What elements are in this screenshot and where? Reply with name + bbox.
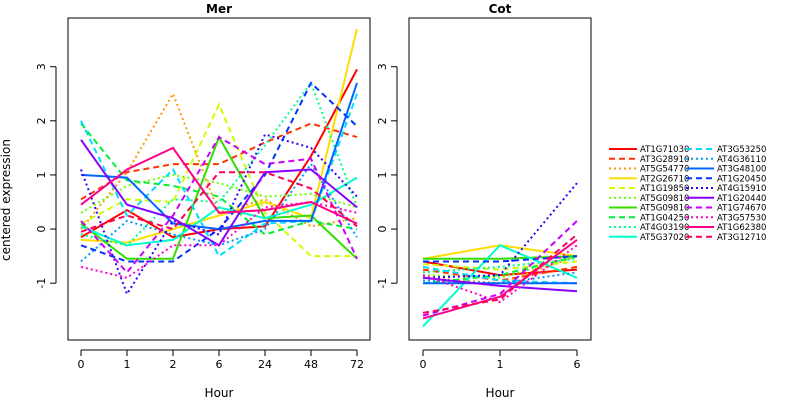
y-tick-label: 1 bbox=[376, 171, 389, 178]
series-line-at3g28910 bbox=[80, 122, 358, 201]
legend-label: AT5G09810 bbox=[640, 204, 689, 214]
series-line-at1g74670 bbox=[80, 135, 358, 274]
panel-title: Mer bbox=[206, 2, 232, 16]
y-tick-label: 0 bbox=[376, 226, 389, 233]
legend: AT1G71030AT3G28910AT5G54770AT2G26710AT1G… bbox=[609, 145, 766, 243]
y-tick-label: 3 bbox=[376, 63, 389, 70]
series-line-at3g28910 bbox=[422, 265, 578, 282]
series-line-at5g37020 bbox=[80, 176, 358, 247]
series-line-at1g74670 bbox=[422, 220, 578, 317]
legend-label: AT1G71030 bbox=[640, 145, 689, 155]
x-axis-title: Hour bbox=[205, 386, 234, 400]
y-axis-title: centered expression bbox=[0, 139, 13, 261]
legend-label: AT1G62380 bbox=[717, 223, 766, 233]
legend-label: AT4G36110 bbox=[717, 155, 766, 165]
legend-label: AT3G12710 bbox=[717, 233, 766, 243]
y-tick-label: 3 bbox=[35, 63, 48, 70]
legend-label: AT3G53250 bbox=[717, 145, 766, 155]
legend-label: AT4G15910 bbox=[717, 184, 766, 194]
panel-mer: Mer 0 1 2 6 24 48 72 Hour -1 0 1 2 3 bbox=[35, 2, 371, 400]
legend-label: AT1G19850 bbox=[640, 184, 689, 194]
x-axis-title: Hour bbox=[486, 386, 515, 400]
series-line-at4g15910 bbox=[80, 133, 358, 297]
x-tick-label: 72 bbox=[350, 358, 364, 371]
series-line-at4g15910 bbox=[422, 182, 578, 279]
plot-frame bbox=[67, 17, 371, 341]
x-tick-label: 0 bbox=[78, 358, 85, 371]
x-tick-label: 2 bbox=[170, 358, 177, 371]
panel-cot: Cot 0 1 6 Hour -1 0 1 2 3 bbox=[376, 2, 592, 400]
series-line-at1g20440 bbox=[80, 139, 358, 247]
x-tick-label: 24 bbox=[258, 358, 272, 371]
series-line-at1g20450 bbox=[80, 81, 358, 263]
x-tick-label: 48 bbox=[304, 358, 318, 371]
series-line-at1g62380 bbox=[422, 239, 578, 320]
legend-label: AT3G48100 bbox=[717, 165, 766, 175]
series-line-at1g19850 bbox=[422, 260, 578, 271]
legend-label: AT5G54770 bbox=[640, 165, 689, 175]
x-tick-label: 6 bbox=[216, 358, 223, 371]
series-line-at1g62380 bbox=[80, 146, 358, 225]
legend-label: AT1G74670 bbox=[717, 204, 766, 214]
y-tick-label: 1 bbox=[35, 171, 48, 178]
x-tick-label: 1 bbox=[124, 358, 131, 371]
series-line-at3g53250 bbox=[80, 93, 358, 258]
y-tick-label: 0 bbox=[35, 226, 48, 233]
legend-label: AT1G20450 bbox=[717, 174, 766, 184]
legend-label: AT1G20440 bbox=[717, 194, 766, 204]
series-line-at5g37020 bbox=[422, 244, 578, 328]
series-line-at1g20450 bbox=[423, 255, 578, 263]
legend-label: AT3G28910 bbox=[640, 155, 689, 165]
series-line-at5g09810 bbox=[80, 173, 358, 214]
legend-label: AT3G57530 bbox=[717, 213, 766, 223]
legend-label: AT1G04250 bbox=[640, 213, 689, 223]
y-tick-label: 2 bbox=[376, 117, 389, 124]
series-line-at1g19850 bbox=[80, 102, 357, 258]
series-line-at1g04250 bbox=[422, 255, 578, 285]
series-line-at5g54770 bbox=[422, 255, 578, 285]
panel-title: Cot bbox=[489, 2, 512, 16]
y-tick-label: -1 bbox=[35, 278, 48, 289]
series-line-at1g20440 bbox=[422, 276, 578, 293]
y-tick-label: 2 bbox=[35, 117, 48, 124]
legend-label: AT2G26710 bbox=[640, 174, 689, 184]
x-tick-label: 0 bbox=[420, 358, 427, 371]
x-tick-label: 6 bbox=[574, 358, 581, 371]
y-tick-label: -1 bbox=[376, 278, 389, 289]
legend-label: AT5G37020 bbox=[640, 233, 689, 243]
series-line-at3g12710 bbox=[80, 171, 358, 233]
series-line-at3g12710 bbox=[422, 233, 578, 314]
series-line-at3g57530 bbox=[422, 244, 578, 304]
legend-label: AT4G03190 bbox=[640, 223, 689, 233]
legend-label: AT5G09810 bbox=[640, 194, 689, 204]
plot-frame bbox=[408, 17, 592, 341]
x-tick-label: 1 bbox=[497, 358, 504, 371]
